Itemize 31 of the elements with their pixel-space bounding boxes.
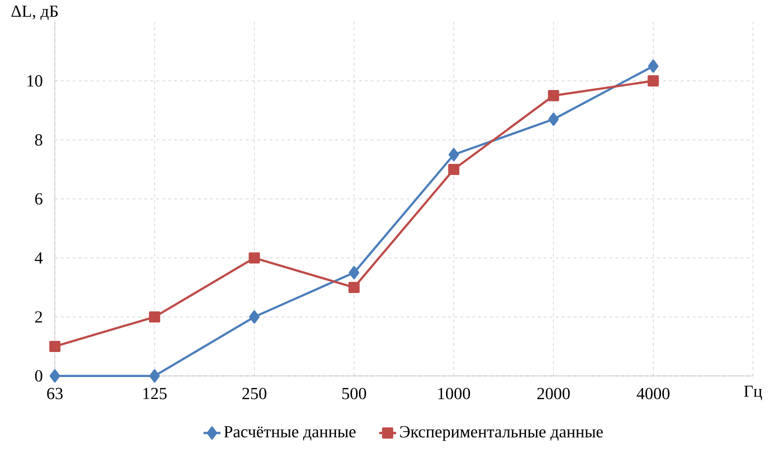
point bbox=[49, 340, 60, 352]
point bbox=[149, 369, 160, 383]
x-tick-label: 2000 bbox=[537, 388, 570, 400]
x-tick-label: 500 bbox=[342, 388, 366, 400]
x-tick-label: 1000 bbox=[438, 388, 470, 400]
point bbox=[648, 75, 659, 87]
legend-label: Экспериментальные данные bbox=[400, 426, 603, 442]
y-tick-label: 8 bbox=[35, 134, 42, 146]
x-tick-label: 63 bbox=[47, 388, 63, 400]
point bbox=[648, 60, 658, 73]
y-tick-label: 2 bbox=[35, 311, 42, 323]
y-tick-label: 0 bbox=[35, 370, 42, 382]
point bbox=[249, 310, 260, 324]
y-tick-label: 10 bbox=[28, 75, 42, 87]
point bbox=[448, 148, 459, 162]
y-tick-label: 4 bbox=[34, 252, 43, 264]
point bbox=[548, 112, 559, 126]
point bbox=[149, 311, 160, 323]
y-tick-label: 6 bbox=[35, 193, 42, 205]
x-tick-label: 4000 bbox=[636, 388, 670, 400]
point bbox=[548, 90, 560, 102]
point bbox=[248, 252, 260, 264]
x-tick-label: 250 bbox=[242, 388, 266, 400]
point bbox=[50, 369, 60, 383]
x-axis-title: Гц bbox=[744, 386, 762, 400]
x-tick-label: 125 bbox=[143, 388, 167, 400]
point bbox=[348, 282, 360, 294]
legend-label: Расчётные данные bbox=[224, 426, 356, 441]
point bbox=[448, 164, 460, 176]
y-axis-title: ΔL, дБ bbox=[11, 6, 58, 20]
point bbox=[348, 266, 360, 280]
